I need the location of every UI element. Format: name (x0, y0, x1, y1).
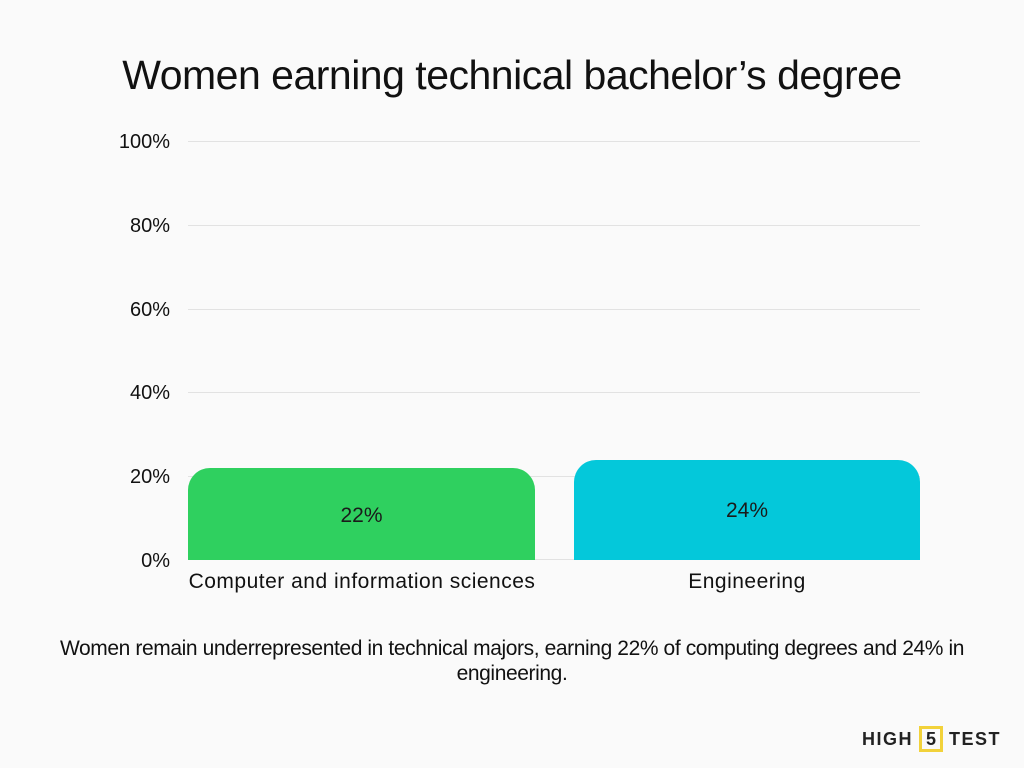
x-label-computer-sciences: Computer and information sciences (188, 570, 536, 593)
bar-value-label: 22% (340, 504, 383, 527)
gridline (188, 392, 920, 393)
y-tick-40: 40% (129, 382, 170, 404)
y-tick-20: 20% (129, 466, 170, 488)
logo-number-box: 5 (919, 726, 944, 752)
brand-logo: HIGH 5 TEST (862, 726, 1001, 752)
bar-value-label: 24% (725, 499, 769, 522)
logo-text-right: TEST (949, 728, 1002, 749)
gridline (188, 225, 920, 226)
y-tick-0: 0% (141, 550, 170, 572)
y-tick-60: 60% (129, 299, 170, 321)
y-tick-100: 100% (118, 131, 170, 153)
plot-area: 22% 24% (188, 141, 920, 560)
gridline (188, 309, 920, 310)
bar-computer-sciences: 22% (188, 468, 535, 560)
logo-text-left: HIGH (862, 728, 913, 749)
bar-engineering: 24% (574, 460, 920, 560)
chart-title: Women earning technical bachelor’s degre… (122, 52, 902, 98)
gridline (188, 141, 920, 142)
x-label-engineering: Engineering (688, 570, 806, 593)
y-tick-80: 80% (129, 215, 170, 237)
chart-caption: Women remain underrepresented in technic… (59, 637, 965, 685)
gridline (188, 559, 920, 560)
gridline (188, 476, 920, 477)
